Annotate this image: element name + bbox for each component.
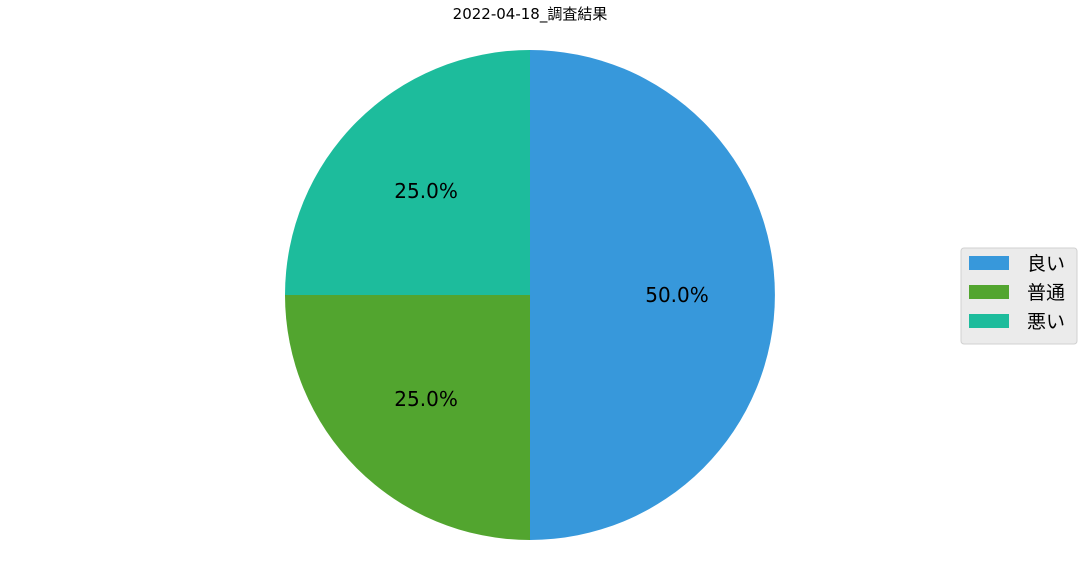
pie-slice-label-1: 50.0%: [645, 283, 709, 307]
legend-swatch-1: [969, 256, 1009, 270]
legend-swatch-3: [969, 314, 1009, 328]
legend-label-1: 良い: [1027, 253, 1065, 275]
pie-slice-labels: 50.0% 25.0% 25.0%: [394, 179, 708, 411]
pie-slice-3: [285, 50, 530, 295]
pie-slice-2: [285, 295, 530, 540]
pie-slice-1: [530, 50, 775, 540]
pie-slices: [285, 50, 775, 540]
chart-title: 2022-04-18_調査結果: [453, 5, 608, 24]
pie-slice-label-3: 25.0%: [394, 179, 458, 203]
legend-label-2: 普通: [1027, 282, 1065, 304]
legend-label-3: 悪い: [1027, 311, 1065, 333]
pie-slice-label-2: 25.0%: [394, 387, 458, 411]
legend-swatch-2: [969, 285, 1009, 299]
